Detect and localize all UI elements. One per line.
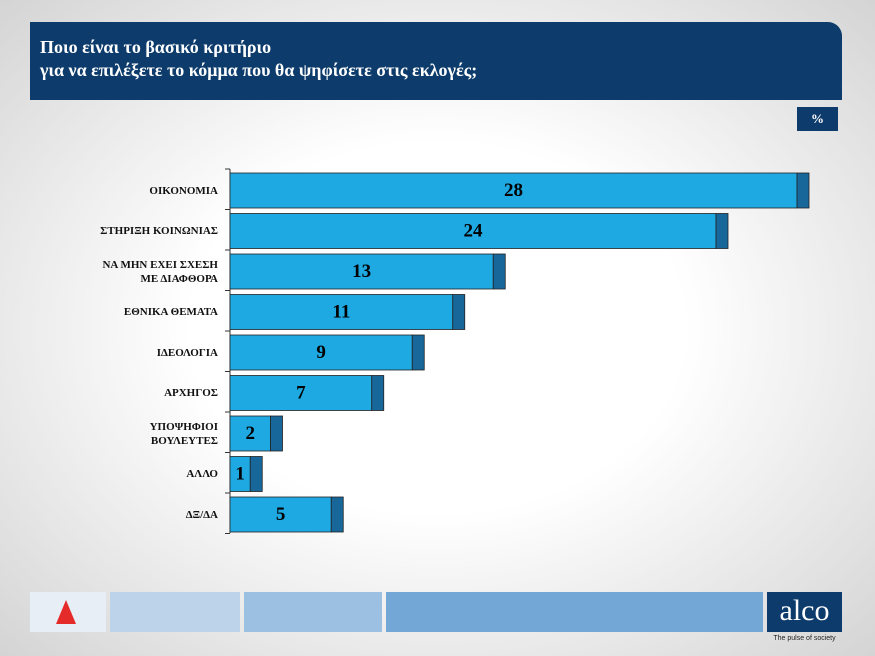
category-label: ΟΙΚΟΝΟΜΙΑ [149,184,218,197]
bar-side [249,456,263,492]
value-label: 7 [296,382,306,403]
category-label: ΑΡΧΗΓΟΣ [164,387,218,399]
category-label: ΥΠΟΨΗΦΙΟΙ ΒΟΥΛΕΥΤΕΣ [149,420,218,447]
bar [229,375,373,411]
bar [229,213,717,249]
title: Ποιο είναι το βασικό κριτήριο για να επι… [40,37,478,80]
news-logo [56,600,76,624]
value-label: 11 [332,301,350,322]
bar-side [796,172,810,209]
category-label: ΔΞ/ΔΑ [185,508,218,521]
category-label: ΙΔΕΟΛΟΓΙΑ [156,346,218,359]
value-label: 9 [316,342,326,363]
value-label: 28 [504,180,523,201]
unit-badge: % [797,107,838,131]
bar-side [452,294,466,330]
bar-side [371,375,385,411]
value-label: 24 [464,220,484,241]
category-label: ΕΘΝΙΚΑ ΘΕΜΑΤΑ [123,306,218,318]
header: Ποιο είναι το βασικό κριτήριο για να επι… [30,22,842,100]
bar-side [411,334,425,371]
bar-side [270,415,283,452]
category-label: ΣΤΗΡΙΞΗ ΚΟΙΝΩΝΙΑΣ [100,225,218,237]
bar [229,172,798,209]
bar [229,294,454,330]
logo-box [30,592,106,632]
bar [229,496,332,533]
brand: alco [767,592,842,632]
value-label: 5 [276,504,286,525]
category-label: ΑΛΛΟ [186,468,218,480]
value-label: 1 [235,463,245,484]
footer-strip [386,592,763,632]
bar [229,334,413,371]
category-label: ΝΑ ΜΗΝ ΕΧΕΙ ΣΧΕΣΗ ΜΕ ΔΙΑΦΘΟΡΑ [102,258,218,285]
tagline: The pulse of society [773,635,836,642]
bar [229,415,271,452]
bar-side [492,253,506,290]
bar-side [330,496,344,533]
logo-shape [56,600,76,624]
footer-strip [244,592,382,632]
bar-side [715,213,729,249]
value-label: 2 [246,423,256,444]
value-label: 13 [352,261,371,282]
footer-strip [110,592,240,632]
